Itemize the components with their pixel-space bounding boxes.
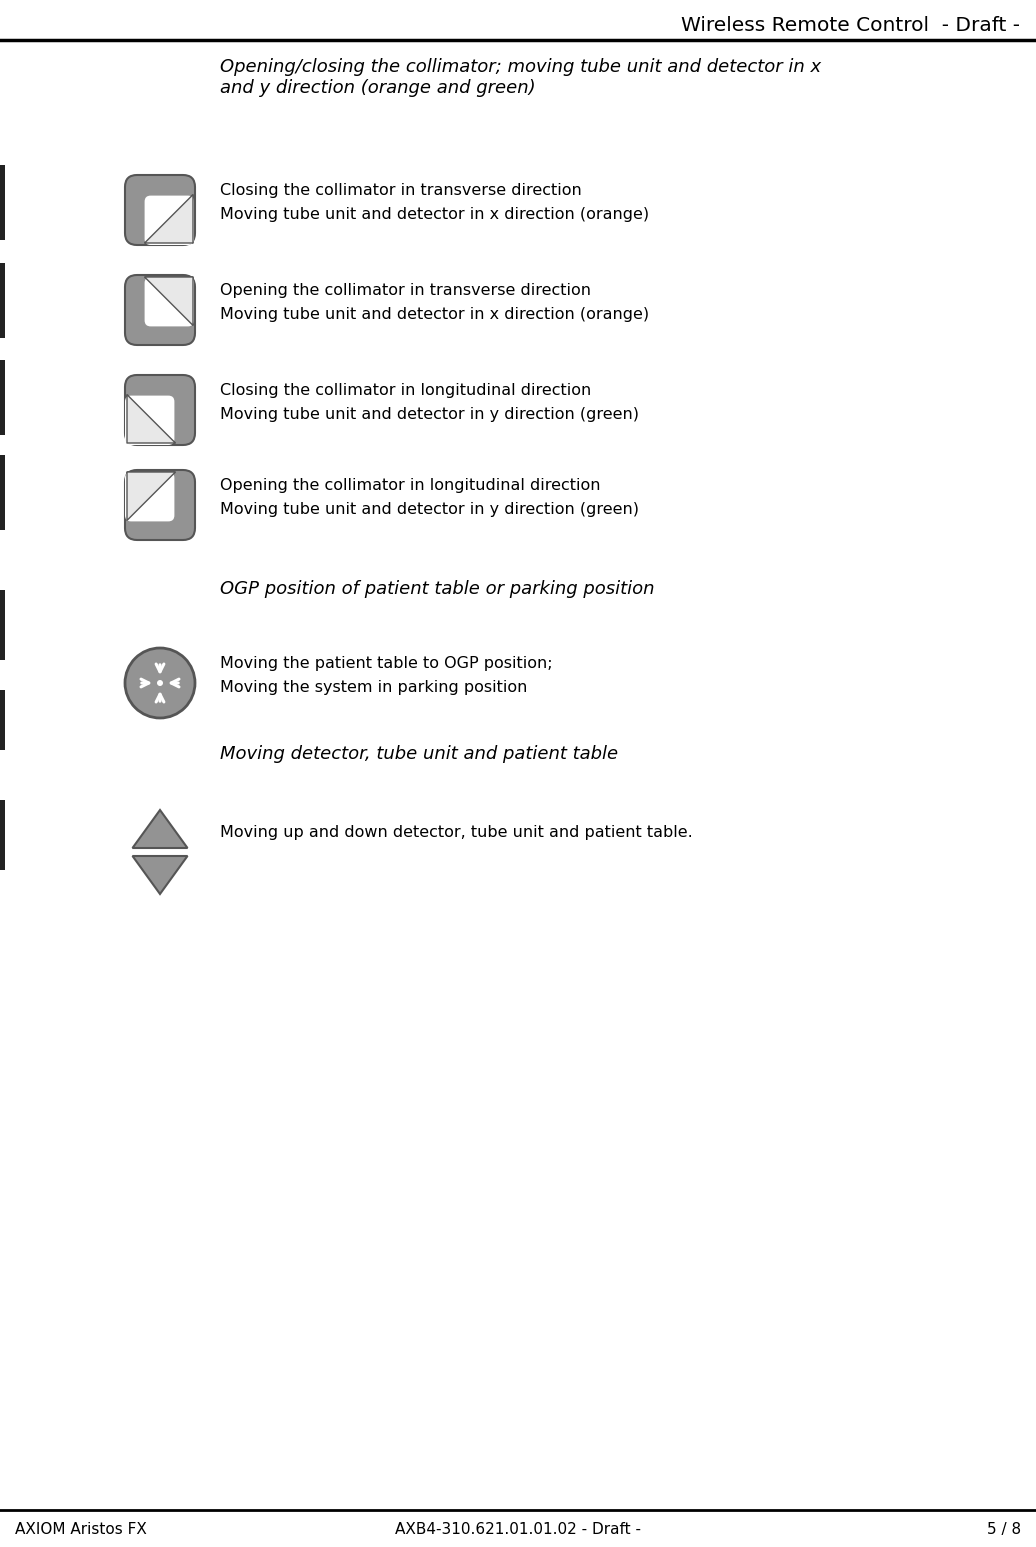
Text: Moving tube unit and detector in x direction (orange): Moving tube unit and detector in x direc… [220,207,650,223]
Polygon shape [145,195,193,243]
FancyBboxPatch shape [125,470,195,540]
Text: Moving detector, tube unit and patient table: Moving detector, tube unit and patient t… [220,746,618,763]
Polygon shape [145,277,193,325]
Bar [0,800,5,869]
FancyBboxPatch shape [145,195,194,244]
Text: OGP position of patient table or parking position: OGP position of patient table or parking… [220,580,655,599]
FancyBboxPatch shape [145,277,194,326]
FancyBboxPatch shape [125,175,195,244]
Bar [0,263,5,337]
Text: Moving tube unit and detector in x direction (orange): Moving tube unit and detector in x direc… [220,306,650,322]
FancyBboxPatch shape [125,472,174,521]
Text: Closing the collimator in longitudinal direction: Closing the collimator in longitudinal d… [220,384,592,398]
Polygon shape [133,855,188,894]
Text: AXIOM Aristos FX: AXIOM Aristos FX [15,1522,147,1538]
Text: Opening/closing the collimator; moving tube unit and detector in x
and y directi: Opening/closing the collimator; moving t… [220,57,822,97]
Text: Closing the collimator in transverse direction: Closing the collimator in transverse dir… [220,183,582,198]
Text: Moving tube unit and detector in y direction (green): Moving tube unit and detector in y direc… [220,407,639,422]
Text: Wireless Remote Control  - Draft -: Wireless Remote Control - Draft - [681,15,1020,36]
Text: Moving tube unit and detector in y direction (green): Moving tube unit and detector in y direc… [220,501,639,517]
Circle shape [157,681,163,685]
Polygon shape [145,277,193,325]
Polygon shape [133,811,188,848]
Text: Moving the system in parking position: Moving the system in parking position [220,681,527,695]
Text: Opening the collimator in longitudinal direction: Opening the collimator in longitudinal d… [220,478,601,493]
Polygon shape [145,195,193,243]
Bar [0,360,5,435]
Bar [0,690,5,750]
Text: AXB4-310.621.01.01.02 - Draft -: AXB4-310.621.01.01.02 - Draft - [395,1522,641,1538]
Circle shape [125,648,195,718]
Bar [0,455,5,531]
Polygon shape [127,394,175,442]
FancyBboxPatch shape [125,396,174,446]
Text: Moving up and down detector, tube unit and patient table.: Moving up and down detector, tube unit a… [220,825,693,840]
Text: Moving the patient table to OGP position;: Moving the patient table to OGP position… [220,656,552,671]
Text: Opening the collimator in transverse direction: Opening the collimator in transverse dir… [220,283,591,299]
Polygon shape [127,394,175,442]
FancyBboxPatch shape [125,275,195,345]
FancyBboxPatch shape [125,374,195,446]
Bar [0,166,5,240]
Text: 5 / 8: 5 / 8 [987,1522,1021,1538]
Bar [0,589,5,661]
Polygon shape [127,472,175,520]
Polygon shape [127,472,175,520]
